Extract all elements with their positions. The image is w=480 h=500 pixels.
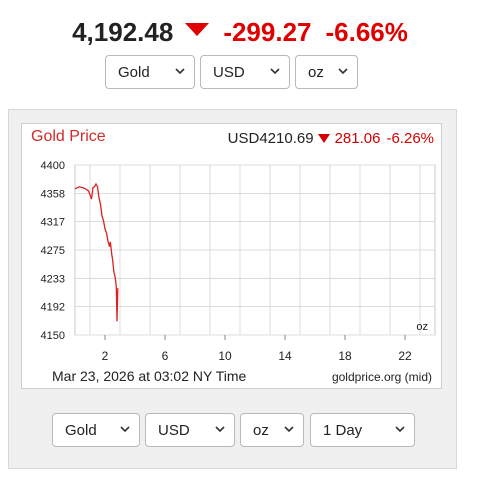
- bottom-range-select[interactable]: 1 Day: [310, 413, 415, 447]
- chevron-down-icon: [395, 426, 405, 433]
- bottom-unit-select-value: oz: [253, 421, 269, 439]
- top-currency-select[interactable]: USD: [200, 55, 290, 89]
- current-price: 4,192.48: [72, 16, 174, 47]
- price-summary: 4,192.48 -299.27 -6.66%: [0, 14, 480, 50]
- chart-timestamp: Mar 23, 2026 at 03:02 NY Time: [52, 368, 247, 384]
- chevron-down-icon: [120, 426, 130, 433]
- down-triangle-icon: [185, 22, 210, 36]
- bottom-metal-select[interactable]: Gold: [52, 413, 140, 447]
- bottom-metal-select-value: Gold: [65, 421, 97, 439]
- price-change-percent: -6.66%: [325, 16, 408, 47]
- chevron-down-icon: [338, 68, 348, 75]
- bottom-currency-select-value: USD: [158, 421, 190, 439]
- chart-quote: USD4210.69 281.06 -6.26%: [228, 130, 434, 147]
- bottom-range-select-value: 1 Day: [323, 421, 363, 439]
- chart-source: goldprice.org (mid): [331, 370, 432, 384]
- chevron-down-icon: [215, 426, 225, 433]
- chevron-down-icon: [175, 68, 185, 75]
- chart-quote-change: 281.06: [334, 130, 381, 147]
- down-triangle-icon: [317, 134, 330, 143]
- chevron-down-icon: [270, 68, 280, 75]
- top-metal-select[interactable]: Gold: [105, 55, 195, 89]
- bottom-unit-select[interactable]: oz: [240, 413, 304, 447]
- price-change: -299.27: [223, 16, 312, 47]
- chart-frame: [21, 123, 442, 389]
- chart-quote-price: USD4210.69: [227, 130, 314, 147]
- chevron-down-icon: [284, 426, 294, 433]
- bottom-currency-select[interactable]: USD: [145, 413, 235, 447]
- top-currency-select-value: USD: [213, 63, 245, 81]
- chart-quote-change-percent: -6.26%: [386, 130, 434, 147]
- top-unit-select-value: oz: [308, 63, 324, 81]
- top-metal-select-value: Gold: [118, 63, 150, 81]
- top-unit-select[interactable]: oz: [295, 55, 358, 89]
- chart-title: Gold Price: [31, 128, 106, 145]
